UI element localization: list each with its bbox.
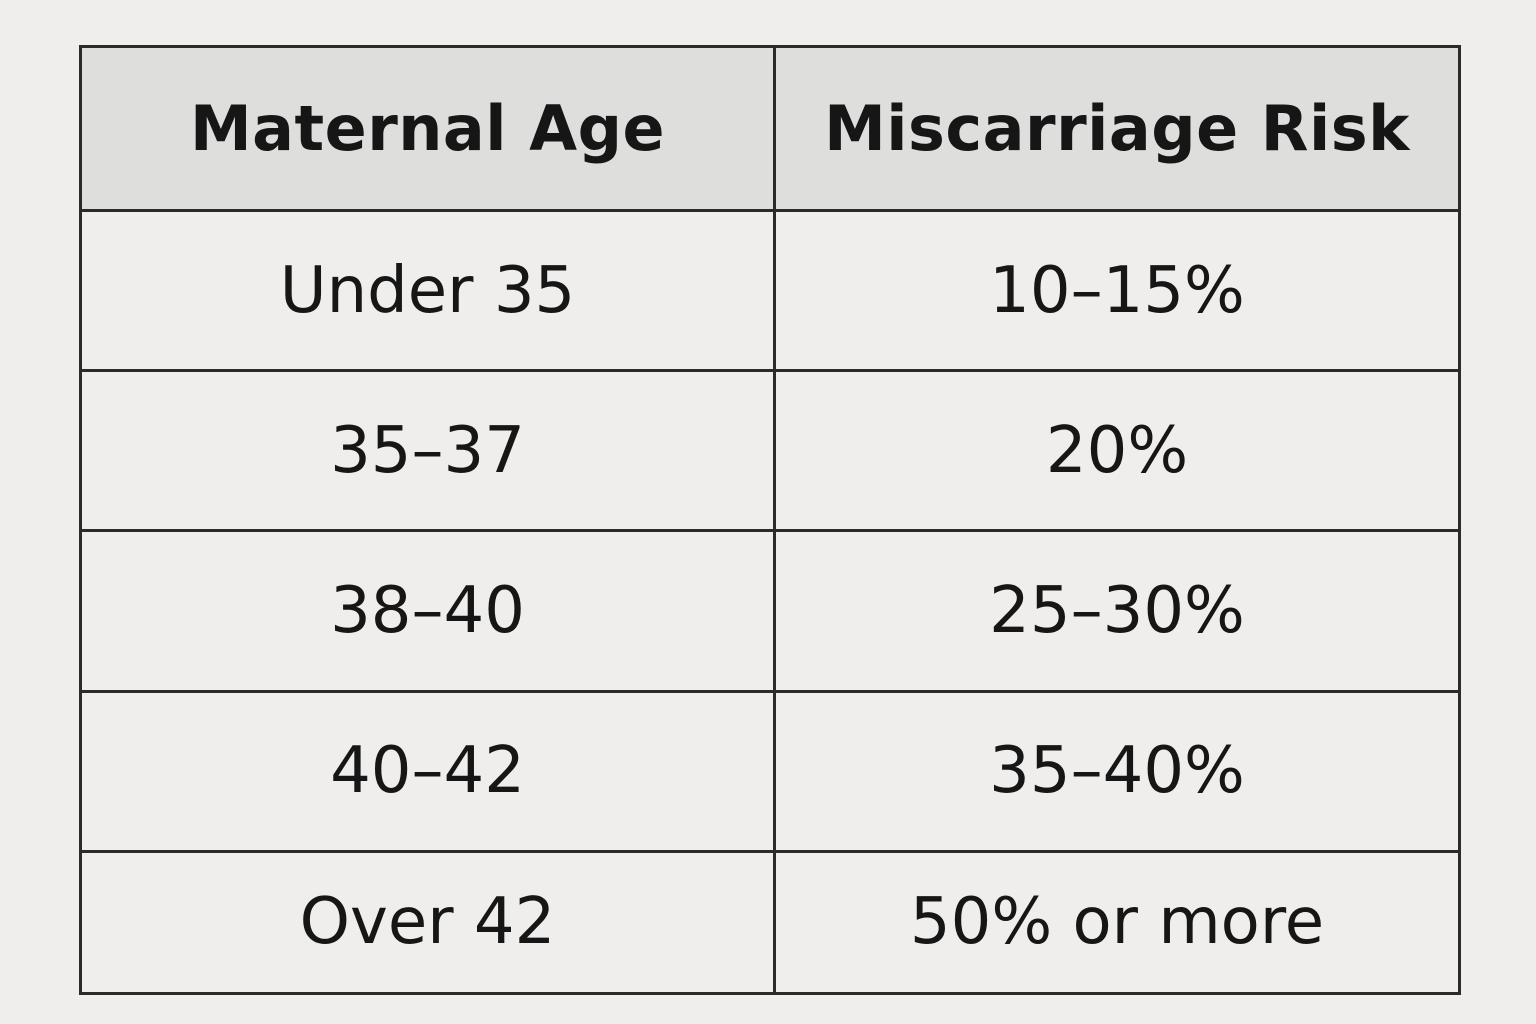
age-cell: Over 42: [79, 849, 776, 996]
table-row: Under 35 10–15%: [79, 208, 1461, 373]
risk-table-container: Maternal Age Miscarriage Risk Under 35 1…: [79, 45, 1461, 996]
table-row: 35–37 20%: [79, 369, 1461, 533]
age-cell: 38–40: [79, 529, 776, 693]
age-cell: 40–42: [79, 689, 776, 853]
table-row: 38–40 25–30%: [79, 529, 1461, 693]
table-row: 40–42 35–40%: [79, 689, 1461, 853]
risk-cell: 50% or more: [773, 849, 1461, 996]
risk-cell: 25–30%: [773, 529, 1461, 693]
risk-cell: 10–15%: [773, 208, 1461, 373]
age-cell: Under 35: [79, 208, 776, 373]
miscarriage-risk-table: Maternal Age Miscarriage Risk Under 35 1…: [79, 45, 1461, 996]
table-row: Over 42 50% or more: [79, 849, 1461, 996]
header-maternal-age: Maternal Age: [79, 45, 776, 212]
risk-cell: 20%: [773, 369, 1461, 533]
header-miscarriage-risk: Miscarriage Risk: [773, 45, 1461, 212]
table-header-row: Maternal Age Miscarriage Risk: [79, 45, 1461, 212]
age-cell: 35–37: [79, 369, 776, 533]
risk-cell: 35–40%: [773, 689, 1461, 853]
